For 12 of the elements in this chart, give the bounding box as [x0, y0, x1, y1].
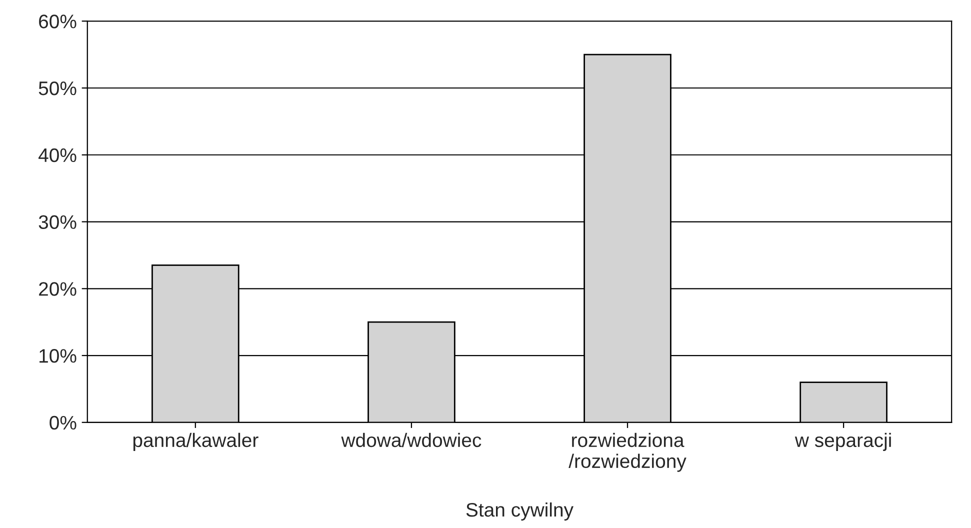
x-tick-label: wdowa/wdowiec	[341, 432, 482, 448]
y-tick-label: 0%	[50, 416, 76, 430]
x-tick-label: rozwiedziona /rozwiedziony	[568, 432, 686, 472]
x-tick-label: panna/kawaler	[133, 432, 258, 451]
y-tick-label: 30%	[38, 215, 76, 229]
y-tick-label: 20%	[39, 282, 76, 296]
y-tick-label: 10%	[40, 348, 76, 363]
y-tick-label: 50%	[38, 81, 76, 96]
x-axis-title: Stan cywilny	[466, 502, 574, 521]
y-tick-label: 60%	[39, 14, 76, 28]
x-tick-label: w separacji	[794, 432, 891, 451]
y-tick-label: 40%	[38, 148, 76, 162]
